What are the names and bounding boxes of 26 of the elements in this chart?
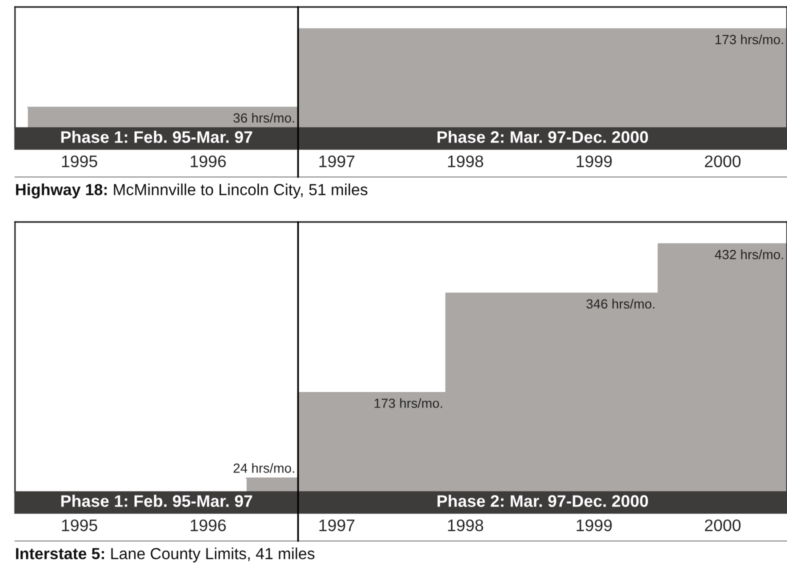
data-label: 432 hrs/mo.	[714, 250, 784, 260]
data-label: 24 hrs/mo.	[234, 463, 294, 473]
data-label: 36 hrs/mo.	[233, 112, 294, 123]
text: Interstate 5:	[16, 548, 104, 560]
text: Phase 1: Feb. 95-Mar. 97	[61, 130, 252, 143]
text: Highway 18:	[16, 184, 107, 198]
x-tick-label: 1995	[62, 519, 98, 532]
x-tick-label: 1999	[576, 155, 612, 168]
data-label: 173 hrs/mo.	[374, 398, 442, 408]
x-tick-label: 1997	[319, 519, 354, 532]
text: Lane County Limits, 41 miles	[111, 548, 314, 562]
x-tick-label: 1998	[448, 519, 484, 532]
x-tick-label: 1998	[448, 155, 484, 168]
data-label: 173 hrs/mo.	[716, 34, 784, 44]
text: Phase 2: Mar. 97-Dec. 2000	[438, 494, 648, 507]
x-tick-label: 2000	[704, 519, 741, 532]
text: McMinnville to Lincoln City, 51 miles	[114, 184, 368, 198]
x-tick-label: 2000	[704, 155, 741, 168]
x-tick-label: 1996	[190, 155, 226, 168]
x-tick-label: 1997	[319, 155, 354, 168]
x-tick-label: 1995	[62, 155, 98, 168]
text: Phase 1: Feb. 95-Mar. 97	[61, 494, 252, 507]
text: Phase 2: Mar. 97-Dec. 2000	[438, 130, 648, 143]
x-tick-label: 1996	[190, 519, 226, 532]
x-tick-label: 1999	[576, 519, 612, 532]
data-label: 346 hrs/mo.	[586, 298, 654, 309]
